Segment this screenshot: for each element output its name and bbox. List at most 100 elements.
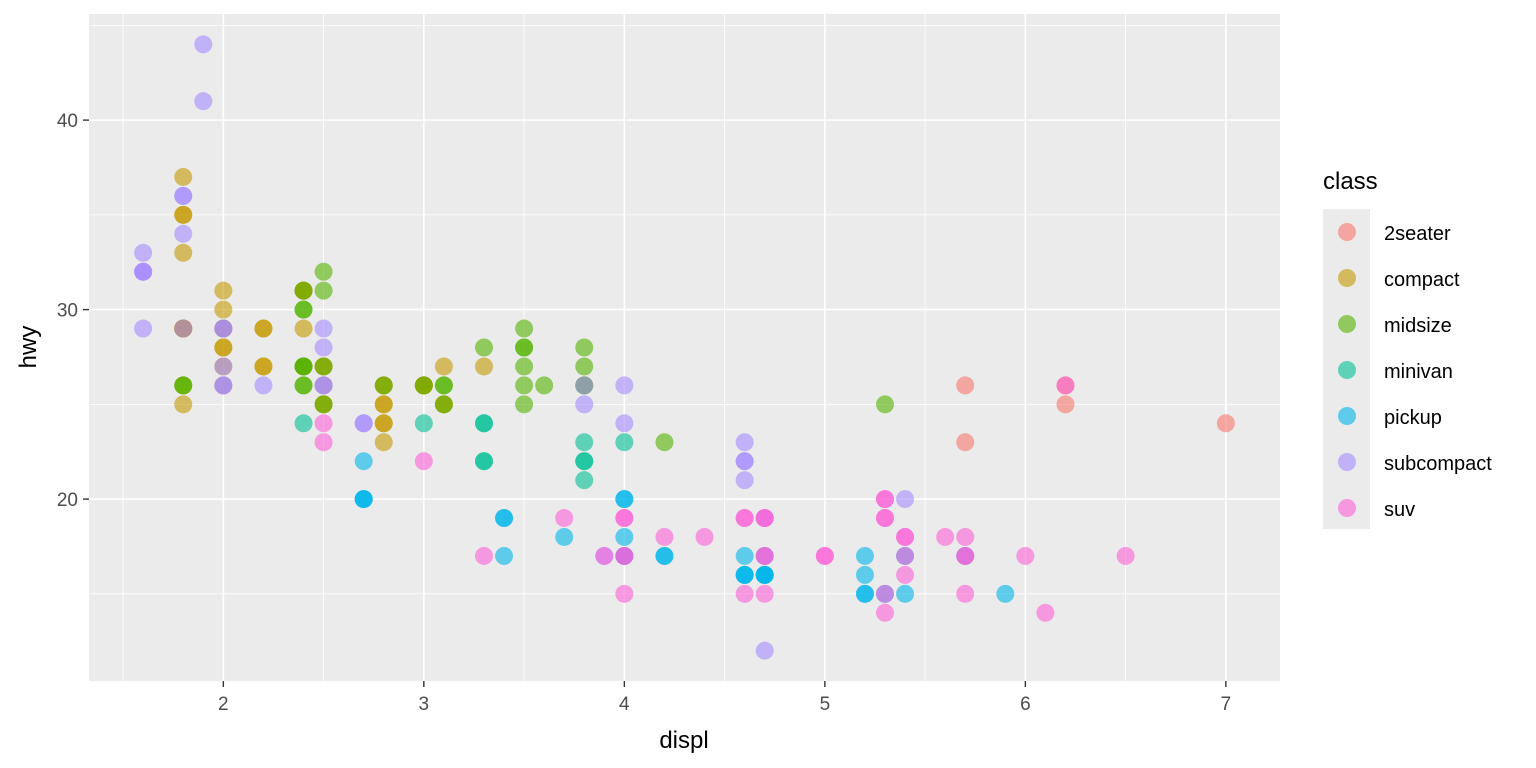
data-point-midsize bbox=[294, 281, 313, 300]
minor-gridlines bbox=[89, 14, 1280, 681]
data-point-suv bbox=[615, 509, 634, 528]
data-point-midsize bbox=[374, 376, 393, 395]
y-tick-label: 40 bbox=[57, 111, 78, 132]
data-point-subcompact bbox=[735, 433, 754, 452]
y-tick-label: 30 bbox=[57, 301, 78, 322]
data-point-suv bbox=[896, 565, 915, 584]
legend-items: 2seater compact midsize minivan pickup subcom… bbox=[1338, 223, 1492, 521]
x-tick-label: 4 bbox=[619, 694, 630, 715]
data-points bbox=[134, 35, 1235, 660]
data-point-midsize bbox=[294, 357, 313, 376]
x-axis-title: displ bbox=[659, 727, 708, 754]
data-point-suv bbox=[936, 527, 955, 546]
data-point-midsize bbox=[515, 357, 534, 376]
data-point-midsize bbox=[294, 300, 313, 319]
legend-label-midsize: midsize bbox=[1384, 315, 1452, 337]
x-tick-label: 5 bbox=[820, 694, 831, 715]
data-point-subcompact bbox=[735, 471, 754, 490]
data-point-subcompact bbox=[194, 92, 213, 111]
data-point-suv bbox=[956, 584, 975, 603]
data-point-minivan bbox=[294, 414, 313, 433]
data-point-subcompact bbox=[134, 319, 153, 338]
data-point-suv bbox=[474, 546, 493, 565]
legend-key-minivan bbox=[1338, 361, 1356, 379]
data-point-minivan bbox=[575, 452, 594, 471]
data-point-compact bbox=[474, 357, 493, 376]
data-point-suv bbox=[314, 414, 333, 433]
data-point-midsize bbox=[414, 376, 433, 395]
data-point-midsize bbox=[575, 338, 594, 357]
legend-label-subcompact: subcompact bbox=[1384, 453, 1492, 475]
data-point-compact bbox=[434, 357, 453, 376]
data-point-compact bbox=[374, 395, 393, 414]
x-tick-label: 6 bbox=[1020, 694, 1031, 715]
data-point-subcompact bbox=[194, 35, 213, 54]
data-point-pickup bbox=[555, 527, 574, 546]
data-point-suv bbox=[876, 603, 895, 622]
data-point-subcompact bbox=[174, 186, 193, 205]
data-point-midsize bbox=[515, 376, 534, 395]
data-point-compact bbox=[174, 243, 193, 262]
data-point-midsize bbox=[294, 376, 313, 395]
data-point-subcompact bbox=[174, 319, 193, 338]
legend-label-suv: suv bbox=[1384, 499, 1415, 521]
data-point-suv bbox=[755, 509, 774, 528]
legend-key-subcompact bbox=[1338, 453, 1356, 471]
legend-key-pickup bbox=[1338, 407, 1356, 425]
data-point-midsize bbox=[434, 376, 453, 395]
data-point-suv bbox=[615, 546, 634, 565]
data-point-suv bbox=[314, 433, 333, 452]
data-point-midsize bbox=[474, 338, 493, 357]
data-point-suv bbox=[876, 490, 895, 509]
data-point-minivan bbox=[575, 433, 594, 452]
data-point-midsize bbox=[655, 433, 674, 452]
data-point-midsize bbox=[515, 319, 534, 338]
x-tick-label: 7 bbox=[1221, 694, 1232, 715]
data-point-2seater bbox=[1216, 414, 1235, 433]
legend-label-pickup: pickup bbox=[1384, 407, 1442, 429]
data-point-compact bbox=[294, 319, 313, 338]
data-point-subcompact bbox=[896, 490, 915, 509]
data-point-suv bbox=[595, 546, 614, 565]
data-point-suv bbox=[956, 546, 975, 565]
data-point-minivan bbox=[474, 414, 493, 433]
data-point-pickup bbox=[495, 546, 514, 565]
plot-panel bbox=[89, 14, 1280, 681]
data-point-midsize bbox=[515, 338, 534, 357]
data-point-subcompact bbox=[575, 376, 594, 395]
data-point-compact bbox=[174, 395, 193, 414]
data-point-subcompact bbox=[214, 357, 233, 376]
y-axis-ticks: 20 30 40 bbox=[57, 111, 89, 511]
data-point-suv bbox=[896, 527, 915, 546]
data-point-subcompact bbox=[735, 452, 754, 471]
data-point-2seater bbox=[956, 433, 975, 452]
y-axis-title: hwy bbox=[15, 326, 42, 369]
data-point-compact bbox=[374, 414, 393, 433]
data-point-suv bbox=[1116, 546, 1135, 565]
data-point-compact bbox=[214, 338, 233, 357]
legend-label-2seater: 2seater bbox=[1384, 223, 1451, 245]
data-point-pickup bbox=[755, 565, 774, 584]
data-point-subcompact bbox=[134, 243, 153, 262]
data-point-2seater bbox=[1056, 395, 1075, 414]
data-point-compact bbox=[374, 433, 393, 452]
legend: class 2seater compact midsize minivan pickup… bbox=[1323, 168, 1492, 529]
data-point-midsize bbox=[314, 281, 333, 300]
data-point-midsize bbox=[314, 357, 333, 376]
data-point-subcompact bbox=[314, 376, 333, 395]
legend-label-compact: compact bbox=[1384, 269, 1460, 291]
data-point-compact bbox=[214, 281, 233, 300]
data-point-midsize bbox=[535, 376, 554, 395]
data-point-pickup bbox=[896, 584, 915, 603]
data-point-compact bbox=[254, 319, 273, 338]
x-tick-label: 3 bbox=[419, 694, 430, 715]
data-point-pickup bbox=[855, 565, 874, 584]
data-point-pickup bbox=[354, 490, 373, 509]
data-point-suv bbox=[735, 509, 754, 528]
x-tick-label: 2 bbox=[218, 694, 229, 715]
legend-title: class bbox=[1323, 168, 1378, 195]
data-point-suv bbox=[956, 527, 975, 546]
data-point-subcompact bbox=[254, 376, 273, 395]
data-point-midsize bbox=[876, 395, 895, 414]
legend-key-midsize bbox=[1338, 315, 1356, 333]
